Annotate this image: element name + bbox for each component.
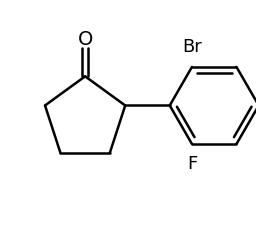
Text: O: O xyxy=(78,30,93,49)
Text: F: F xyxy=(187,155,197,173)
Text: Br: Br xyxy=(182,38,202,56)
